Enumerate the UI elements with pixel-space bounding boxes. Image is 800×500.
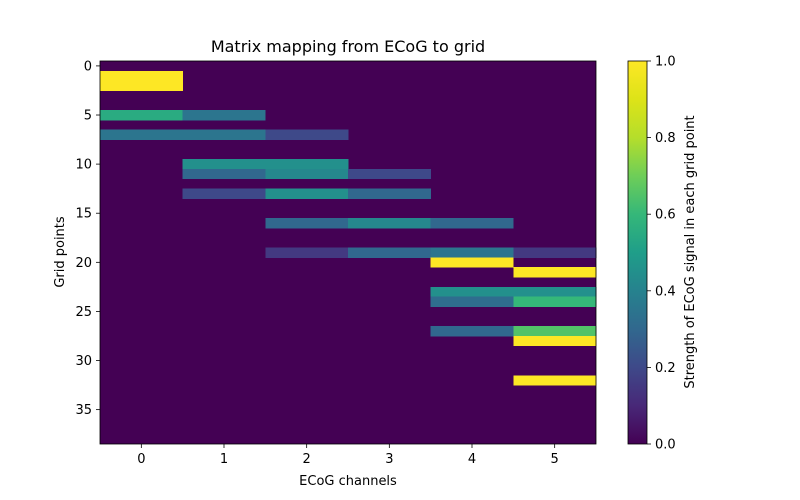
x-tick-label: 2 — [303, 452, 311, 467]
colorbar-tick-label: 0.0 — [655, 438, 676, 453]
colorbar-tick-label: 0.2 — [655, 361, 676, 376]
heatmap-cell — [182, 129, 266, 140]
heatmap-cell — [430, 247, 514, 258]
heatmap-cell — [513, 375, 597, 386]
heatmap-cell — [182, 110, 266, 121]
heatmap-cell — [265, 247, 349, 258]
y-tick-label: 25 — [75, 305, 92, 320]
heatmap-cell — [100, 129, 184, 140]
heatmap-cell — [430, 296, 514, 307]
heatmap-cell — [182, 169, 266, 180]
plot-area — [99, 60, 597, 445]
heatmap-cell — [513, 296, 597, 307]
heatmap-cell — [348, 188, 432, 199]
colorbar: 0.0 0.2 0.4 0.6 0.8 1.0 — [627, 55, 676, 453]
y-tick-label: 5 — [84, 109, 92, 124]
y-axis-label: Grid points — [53, 216, 68, 288]
heatmap-cell — [182, 159, 266, 170]
heatmap-cell — [100, 80, 184, 91]
colorbar-tick-label: 0.4 — [655, 284, 676, 299]
heatmap-cell — [513, 335, 597, 347]
heatmap-cell — [513, 286, 597, 298]
y-tick-label: 35 — [75, 403, 92, 418]
y-axis: 0 5 10 15 20 25 30 35 — [75, 59, 100, 418]
heatmap-cell — [430, 286, 514, 298]
heatmap-cell — [348, 169, 432, 180]
chart-title: Matrix mapping from ECoG to grid — [211, 37, 485, 56]
heatmap-cell — [100, 70, 184, 82]
colorbar-label: Strength of ECoG signal in each grid poi… — [683, 115, 698, 388]
heatmap-cell — [182, 188, 266, 199]
x-tick-label: 0 — [137, 452, 145, 467]
y-tick-label: 20 — [75, 256, 92, 271]
colorbar-tick-label: 0.6 — [655, 208, 676, 223]
x-tick-label: 4 — [468, 452, 476, 467]
heatmap-cell — [348, 247, 432, 258]
heatmap-cell — [513, 267, 597, 278]
heatmap-cell — [513, 326, 597, 337]
heatmap-cell — [265, 169, 349, 180]
x-tick-label: 1 — [220, 452, 228, 467]
heatmap-cell — [430, 218, 514, 229]
heatmap-cell — [348, 218, 432, 229]
heatmap-cell — [100, 110, 184, 121]
heatmap-cell — [265, 159, 349, 170]
heatmap-cell — [513, 247, 597, 258]
x-axis: 0 1 2 3 4 5 — [137, 444, 559, 467]
x-tick-label: 5 — [551, 452, 559, 467]
y-tick-label: 15 — [75, 207, 92, 222]
y-tick-label: 30 — [75, 354, 92, 369]
plot-frame — [99, 60, 597, 445]
heatmap-cell — [430, 326, 514, 337]
heatmap-cell — [265, 188, 349, 199]
heatmap-cell — [430, 257, 514, 268]
y-tick-label: 0 — [84, 59, 92, 74]
heatmap-cell — [265, 129, 349, 140]
x-axis-label: ECoG channels — [299, 474, 397, 489]
colorbar-tick-label: 0.8 — [655, 131, 676, 146]
x-tick-label: 3 — [385, 452, 393, 467]
colorbar-tick-label: 1.0 — [655, 55, 676, 70]
colorbar-gradient — [627, 60, 648, 445]
y-tick-label: 10 — [75, 158, 92, 173]
heatmap-cell — [265, 218, 349, 229]
